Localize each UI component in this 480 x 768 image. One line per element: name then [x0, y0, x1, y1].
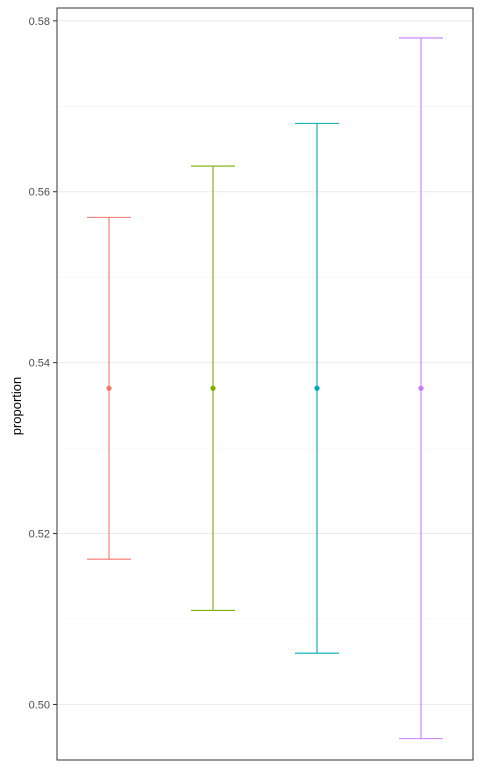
y-tick-label-4: 0.58	[29, 16, 50, 28]
y-tick-label-3: 0.56	[29, 187, 50, 199]
point-estimate-3	[314, 385, 320, 391]
error-bar-2	[191, 165, 235, 612]
point-estimate-4	[418, 385, 424, 391]
panel-border	[56, 7, 474, 761]
y-axis-title: proportion	[9, 377, 24, 436]
y-tick-label-2: 0.54	[29, 358, 50, 370]
y-tick-label-0: 0.50	[29, 699, 50, 711]
point-estimate-1	[106, 385, 112, 391]
grid-lines	[57, 20, 473, 705]
error-bar-1	[87, 216, 131, 560]
y-axis: 0.50 0.52 0.54 0.56 0.58	[29, 16, 57, 711]
error-bar-4	[399, 37, 443, 740]
error-bar-3	[295, 122, 339, 654]
point-estimate-2	[210, 385, 216, 391]
error-bars	[87, 37, 443, 740]
y-tick-label-1: 0.52	[29, 529, 50, 541]
